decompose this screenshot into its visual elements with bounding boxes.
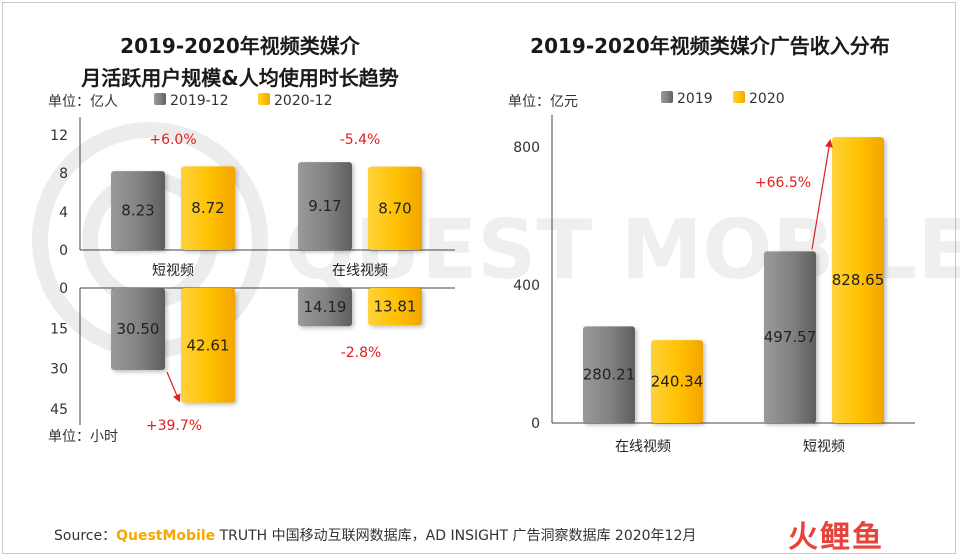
mau-bar	[298, 162, 352, 250]
ad-legend-swatch-2019	[661, 91, 673, 103]
mau-category-label: 短视频	[152, 263, 194, 279]
mau-y-tick: 8	[59, 166, 68, 182]
ad-bar	[651, 340, 703, 423]
mau-bar	[111, 171, 165, 250]
mau-data-label: 8.72	[191, 199, 224, 217]
usage-y-tick: 15	[50, 321, 68, 337]
ad-y-tick: 400	[513, 278, 540, 294]
mau-unit-label: 单位：亿人	[48, 94, 118, 110]
usage-bar	[298, 288, 352, 327]
mau-change-label: -5.4%	[340, 132, 381, 148]
ad-change-arrow	[811, 139, 833, 250]
usage-data-label: 13.81	[374, 298, 417, 316]
mau-chart: 单位：亿人 2019-12 2020-12 12 8 4 0 8.23 8.72 短视频 +…	[48, 93, 455, 279]
usage-unit-label: 单位：小时	[48, 429, 118, 445]
ad-bar	[832, 137, 884, 423]
mau-data-label: 8.70	[378, 199, 411, 217]
usage-bar	[181, 288, 235, 403]
logo: 火鲤鱼	[788, 520, 884, 555]
usage-y-tick: 30	[50, 362, 68, 378]
usage-data-label: 14.19	[304, 298, 347, 316]
ad-bar	[583, 326, 635, 423]
ad-legend-swatch-2020	[733, 91, 745, 103]
ad-change-label: +66.5%	[755, 175, 811, 191]
mau-bar	[181, 166, 235, 250]
mau-legend-label-2020: 2020-12	[274, 93, 333, 109]
mau-category-label: 在线视频	[332, 263, 388, 279]
usage-chart: 单位：小时 0 15 30 45 30.50 42.61 14.19 13.81 +39.7%…	[48, 281, 455, 445]
ad-bar	[764, 251, 816, 423]
ad-y-tick: 800	[513, 140, 540, 156]
usage-y-tick: 0	[59, 281, 68, 297]
usage-change-label: +39.7%	[146, 418, 202, 434]
ad-category-label: 短视频	[803, 439, 845, 455]
usage-bar	[368, 288, 422, 326]
mau-legend-swatch-2019	[154, 93, 166, 105]
mau-legend-label-2019: 2019-12	[170, 93, 229, 109]
ad-chart: 单位：亿元 2019 2020 800 400 0 280.21 240.34 在线视频…	[508, 91, 915, 455]
usage-bar	[111, 288, 165, 371]
ad-data-label: 240.34	[651, 373, 704, 391]
usage-data-label: 30.50	[117, 320, 160, 338]
mau-y-tick: 12	[50, 128, 68, 144]
ad-data-label: 280.21	[583, 366, 636, 384]
ad-unit-label: 单位：亿元	[508, 94, 578, 110]
usage-data-label: 42.61	[187, 336, 230, 354]
ad-legend-label-2020: 2020	[749, 91, 785, 107]
source-brand: QuestMobile	[116, 528, 216, 544]
right-title: 2019-2020年视频类媒介广告收入分布	[530, 34, 890, 58]
source-note: Source：QuestMobile TRUTH 中国移动互联网数据库，AD I…	[54, 525, 696, 545]
mau-data-label: 9.17	[308, 197, 341, 215]
ad-category-label: 在线视频	[615, 439, 671, 455]
ad-y-tick: 0	[531, 416, 540, 432]
usage-change-label: -2.8%	[341, 345, 382, 361]
source-text: TRUTH 中国移动互联网数据库，AD INSIGHT 广告洞察数据库 2020…	[215, 528, 697, 544]
mau-change-label: +6.0%	[149, 132, 196, 148]
left-title-line2: 月活跃用户规模&人均使用时长趋势	[81, 66, 399, 90]
mau-legend-swatch-2020	[258, 93, 270, 105]
usage-change-arrow	[166, 371, 181, 403]
usage-y-tick: 45	[50, 402, 68, 418]
mau-bar	[368, 166, 422, 250]
ad-data-label: 497.57	[764, 328, 817, 346]
left-title-line1: 2019-2020年视频类媒介	[120, 34, 360, 58]
mau-y-tick: 0	[59, 243, 68, 259]
ad-data-label: 828.65	[832, 271, 885, 289]
source-prefix: Source：	[54, 528, 117, 544]
mau-data-label: 8.23	[121, 202, 154, 220]
mau-y-tick: 4	[59, 205, 68, 221]
ad-legend-label-2019: 2019	[677, 91, 713, 107]
